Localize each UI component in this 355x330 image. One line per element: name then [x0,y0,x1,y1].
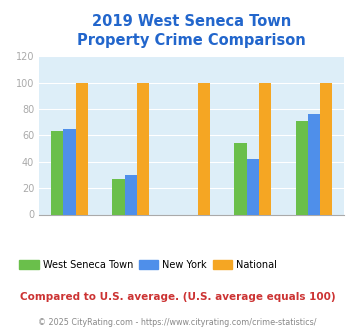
Bar [259,82,271,214]
Text: Compared to U.S. average. (U.S. average equals 100): Compared to U.S. average. (U.S. average … [20,292,335,302]
Bar [295,121,308,214]
Bar [137,82,149,214]
Bar [308,114,320,214]
Bar [125,175,137,214]
Title: 2019 West Seneca Town
Property Crime Comparison: 2019 West Seneca Town Property Crime Com… [77,14,306,48]
Bar [64,129,76,214]
Legend: West Seneca Town, New York, National: West Seneca Town, New York, National [16,256,281,274]
Bar [51,131,64,214]
Bar [320,82,332,214]
Bar [234,143,247,214]
Bar [76,82,88,214]
Bar [198,82,210,214]
Text: © 2025 CityRating.com - https://www.cityrating.com/crime-statistics/: © 2025 CityRating.com - https://www.city… [38,318,317,327]
Bar [112,179,125,214]
Bar [247,159,259,214]
